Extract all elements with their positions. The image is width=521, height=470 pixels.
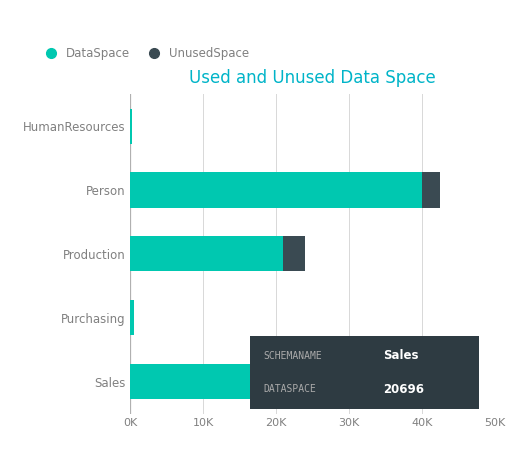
Bar	[283, 236, 305, 271]
Bar	[281, 364, 297, 399]
Legend: DataSpace, UnusedSpace: DataSpace, UnusedSpace	[34, 42, 254, 65]
Bar	[130, 109, 132, 144]
Bar	[130, 364, 281, 399]
Bar	[130, 236, 283, 271]
Title: Used and Unused Data Space: Used and Unused Data Space	[189, 69, 436, 87]
Text: 20696: 20696	[383, 383, 424, 396]
Bar	[130, 300, 134, 335]
Bar	[422, 172, 440, 207]
Bar	[130, 172, 422, 207]
Text: SCHEMANAME: SCHEMANAME	[264, 351, 322, 360]
Text: Sales: Sales	[383, 349, 418, 362]
Text: DATASPACE: DATASPACE	[264, 384, 317, 394]
